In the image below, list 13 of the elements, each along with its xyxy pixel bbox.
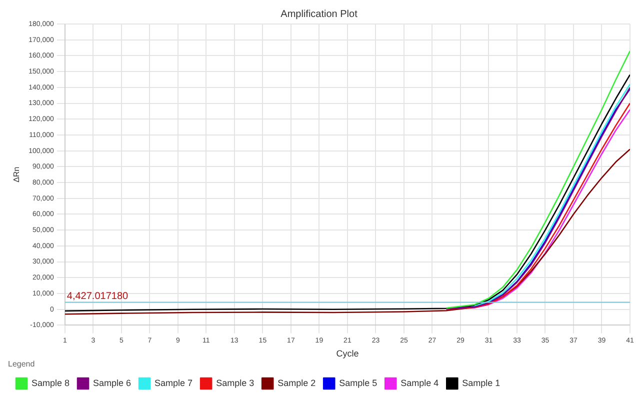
legend-label: Sample 7: [154, 378, 193, 388]
y-axis-title: ΔRn: [12, 166, 22, 182]
ref-line-label: 4,427.017180: [66, 291, 129, 302]
legend-label: Sample 5: [339, 378, 378, 388]
x-axis-title: Cycle: [336, 348, 359, 358]
legend-title: Legend: [8, 360, 35, 369]
chart-title: Amplification Plot: [280, 8, 358, 20]
legend-label: Sample 3: [216, 378, 254, 388]
legend-label: Sample 2: [278, 378, 316, 388]
legend-label: Sample 6: [93, 378, 132, 388]
legend-label: Sample 8: [32, 378, 70, 388]
legend-label: Sample 4: [400, 378, 439, 388]
legend-label: Sample 1: [462, 378, 500, 388]
